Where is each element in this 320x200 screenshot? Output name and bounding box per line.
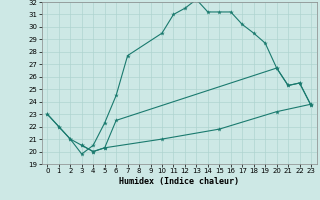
X-axis label: Humidex (Indice chaleur): Humidex (Indice chaleur) [119,177,239,186]
